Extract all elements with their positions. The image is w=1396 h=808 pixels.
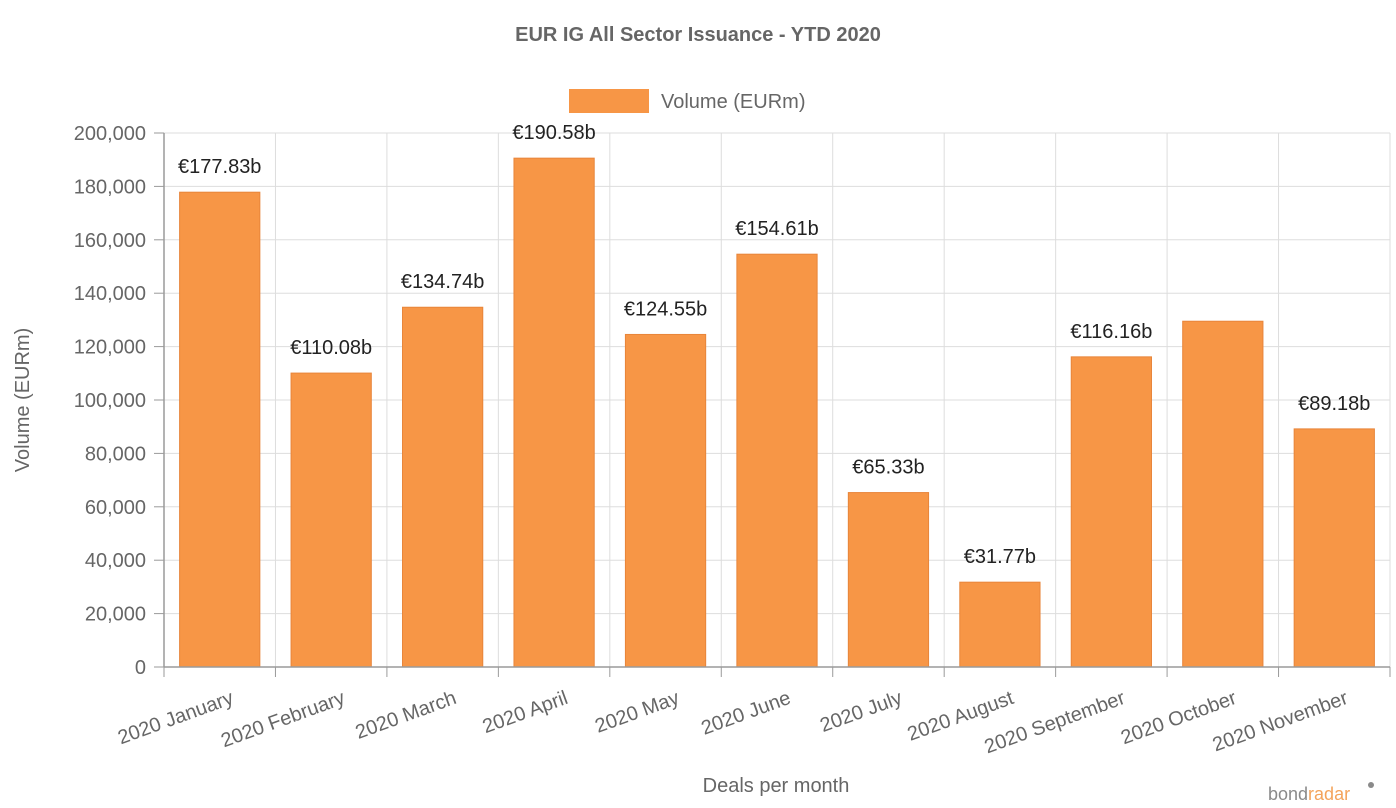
y-tick-label: 100,000 bbox=[74, 390, 146, 412]
bar[interactable] bbox=[959, 581, 1041, 668]
bar-value-label: €65.33b bbox=[852, 457, 924, 479]
y-tick-label: 180,000 bbox=[74, 176, 146, 198]
bar[interactable] bbox=[736, 253, 818, 668]
x-axis-title: Deals per month bbox=[703, 775, 850, 797]
bar-value-label: €190.58b bbox=[512, 122, 595, 144]
y-tick-label: 80,000 bbox=[85, 443, 146, 465]
bars bbox=[179, 157, 1375, 668]
y-axis-title: Volume (EURm) bbox=[12, 328, 34, 472]
y-tick-label: 60,000 bbox=[85, 497, 146, 519]
bar-value-label: €31.77b bbox=[964, 546, 1036, 568]
bar-value-label: €134.74b bbox=[401, 271, 484, 293]
logo-dot-icon bbox=[1368, 782, 1374, 788]
y-tick-label: 20,000 bbox=[85, 604, 146, 626]
bar-value-label: €154.61b bbox=[735, 218, 818, 240]
bar[interactable] bbox=[179, 191, 261, 668]
y-tick-label: 40,000 bbox=[85, 550, 146, 572]
bar[interactable] bbox=[513, 157, 595, 668]
bar-value-label: €110.08b bbox=[290, 337, 372, 359]
x-tick-label: 2020 March bbox=[353, 687, 460, 744]
logo-text-bond: bond bbox=[1268, 784, 1308, 804]
bar[interactable] bbox=[847, 492, 930, 668]
x-tick-label: 2020 May bbox=[592, 687, 682, 738]
bar[interactable] bbox=[624, 333, 707, 668]
x-tick-label: 2020 June bbox=[698, 687, 793, 740]
chart-title: EUR IG All Sector Issuance - YTD 2020 bbox=[515, 24, 881, 46]
bar[interactable] bbox=[402, 306, 484, 668]
bar[interactable] bbox=[1293, 428, 1375, 668]
bondradar-logo: bondradar bbox=[1268, 782, 1374, 804]
logo-text-radar: radar bbox=[1308, 784, 1350, 804]
bar[interactable] bbox=[1070, 356, 1152, 668]
x-tick-label: 2020 April bbox=[480, 687, 571, 738]
x-tick-label: 2020 February bbox=[218, 687, 348, 752]
y-tick-label: 140,000 bbox=[74, 283, 146, 305]
bar-value-label: €177.83b bbox=[178, 156, 261, 178]
legend-label: Volume (EURm) bbox=[661, 91, 805, 113]
bar-value-label: €124.55b bbox=[624, 298, 707, 320]
bar[interactable] bbox=[1182, 320, 1264, 668]
x-tick-label: 2020 July bbox=[817, 687, 905, 737]
svg-text:bondradar: bondradar bbox=[1268, 784, 1350, 804]
y-tick-label: 160,000 bbox=[74, 230, 146, 252]
y-tick-label: 120,000 bbox=[74, 337, 146, 359]
bar[interactable] bbox=[290, 372, 372, 668]
legend[interactable]: Volume (EURm) bbox=[569, 89, 805, 113]
bar-value-label: €89.18b bbox=[1298, 393, 1370, 415]
bar-value-label: €116.16b bbox=[1070, 321, 1152, 343]
legend-swatch bbox=[569, 89, 649, 113]
y-tick-label: 200,000 bbox=[74, 123, 146, 145]
data-labels: €177.83b €110.08b €134.74b €190.58b €124.55b… bbox=[178, 122, 1370, 568]
y-tick-label: 0 bbox=[135, 657, 146, 679]
x-tick-label: 2020 January bbox=[115, 687, 236, 749]
